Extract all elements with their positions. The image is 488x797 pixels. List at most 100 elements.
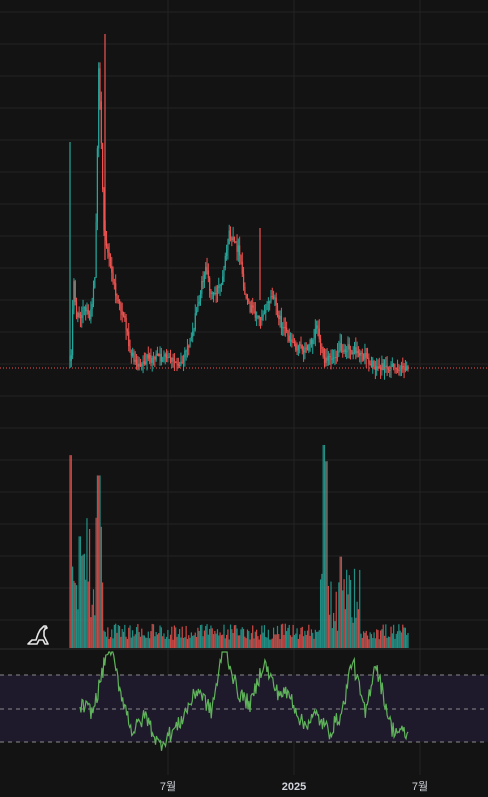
candle-body <box>133 352 135 362</box>
volume-bar <box>185 625 187 648</box>
volume-bar <box>263 625 266 648</box>
volume-bar <box>159 625 161 648</box>
volume-bar <box>227 629 229 648</box>
volume-bar <box>318 630 320 648</box>
candle-body <box>360 352 362 356</box>
volume-bar <box>316 631 318 648</box>
volume-bar <box>270 639 272 648</box>
time-axis: 7월 2025 7월 <box>160 780 428 793</box>
volume-bar <box>333 612 335 648</box>
candle-body <box>162 360 164 362</box>
candle-body <box>321 346 323 349</box>
volume-bar <box>396 631 399 648</box>
volume-bar <box>312 632 314 648</box>
volume-bar <box>79 536 82 648</box>
candle-body <box>250 305 252 313</box>
volume-bar <box>336 630 339 648</box>
volume-bar <box>223 624 225 648</box>
volume-bar <box>278 634 280 648</box>
candle-body <box>169 356 172 362</box>
candle-body <box>373 361 375 367</box>
candle-body <box>348 344 350 350</box>
candle-body <box>300 344 302 346</box>
grid-layer <box>0 0 488 775</box>
volume-bar <box>210 625 212 648</box>
candle-body <box>299 344 301 346</box>
candle-body <box>165 354 168 359</box>
candle-body <box>377 366 379 368</box>
volume-bar <box>169 634 172 648</box>
volume-bar <box>368 639 370 648</box>
volume-bar <box>279 639 281 648</box>
candle-body <box>389 370 391 371</box>
candle-body <box>322 348 324 357</box>
volume-bar <box>258 639 260 648</box>
volume-bar <box>115 623 117 648</box>
candle-body <box>404 369 406 371</box>
volume-bar <box>274 634 276 648</box>
candle-body <box>241 261 243 274</box>
volume-bar <box>91 604 93 648</box>
candle-body <box>369 363 371 365</box>
candle-body <box>269 301 271 303</box>
candle-body <box>368 357 370 364</box>
candle-body <box>327 356 329 361</box>
candle-body <box>138 363 140 367</box>
candle-body <box>235 241 237 243</box>
candle-body <box>98 68 100 149</box>
volume-bar <box>218 635 220 648</box>
volume-bar <box>104 631 106 648</box>
volume-bar <box>109 637 112 648</box>
candle-body <box>205 266 207 275</box>
candle-body <box>394 366 396 368</box>
volume-bar <box>286 631 288 648</box>
candle-body <box>353 347 356 353</box>
candle-body <box>325 357 327 363</box>
volume-bar <box>95 517 97 648</box>
candle-body <box>159 353 161 357</box>
candle-body <box>293 342 296 344</box>
volume-bar <box>163 633 165 648</box>
volume-bar <box>301 626 303 648</box>
candle-body <box>218 286 220 288</box>
candle-body <box>344 349 346 352</box>
candle-body <box>219 284 221 287</box>
volume-bar <box>389 636 391 648</box>
volume-bar <box>322 445 324 648</box>
candle-body <box>212 292 215 294</box>
candle-body <box>113 282 115 284</box>
dinosaur-logo-icon[interactable] <box>24 620 52 648</box>
candle-body <box>185 350 187 352</box>
volume-bar <box>254 631 256 648</box>
candle-body <box>160 353 162 362</box>
candle-body <box>228 230 230 245</box>
volume-bar <box>232 632 234 648</box>
volume-bar <box>339 556 341 648</box>
candle-body <box>135 359 138 364</box>
candle-body <box>366 357 369 359</box>
candle-body <box>180 361 182 365</box>
candle-body <box>346 351 348 353</box>
candle-body <box>210 290 212 294</box>
volume-bar <box>146 637 148 648</box>
volume-pane <box>69 445 409 648</box>
volume-bar <box>215 633 217 648</box>
candle-body <box>318 328 320 339</box>
candle-body <box>168 356 170 358</box>
candle-body <box>305 347 307 349</box>
candle-body <box>126 330 129 332</box>
volume-bar <box>150 631 152 648</box>
candle-body <box>263 312 266 315</box>
candle-body <box>81 314 83 319</box>
x-tick-label: 7월 <box>412 780 428 793</box>
volume-bar <box>229 624 232 648</box>
volume-bar <box>145 637 147 648</box>
volume-bar <box>190 632 192 648</box>
candle-body <box>194 313 196 330</box>
volume-bar <box>331 628 333 648</box>
volume-bar <box>224 638 226 648</box>
candle-body <box>79 316 82 319</box>
volume-bar <box>143 635 145 648</box>
